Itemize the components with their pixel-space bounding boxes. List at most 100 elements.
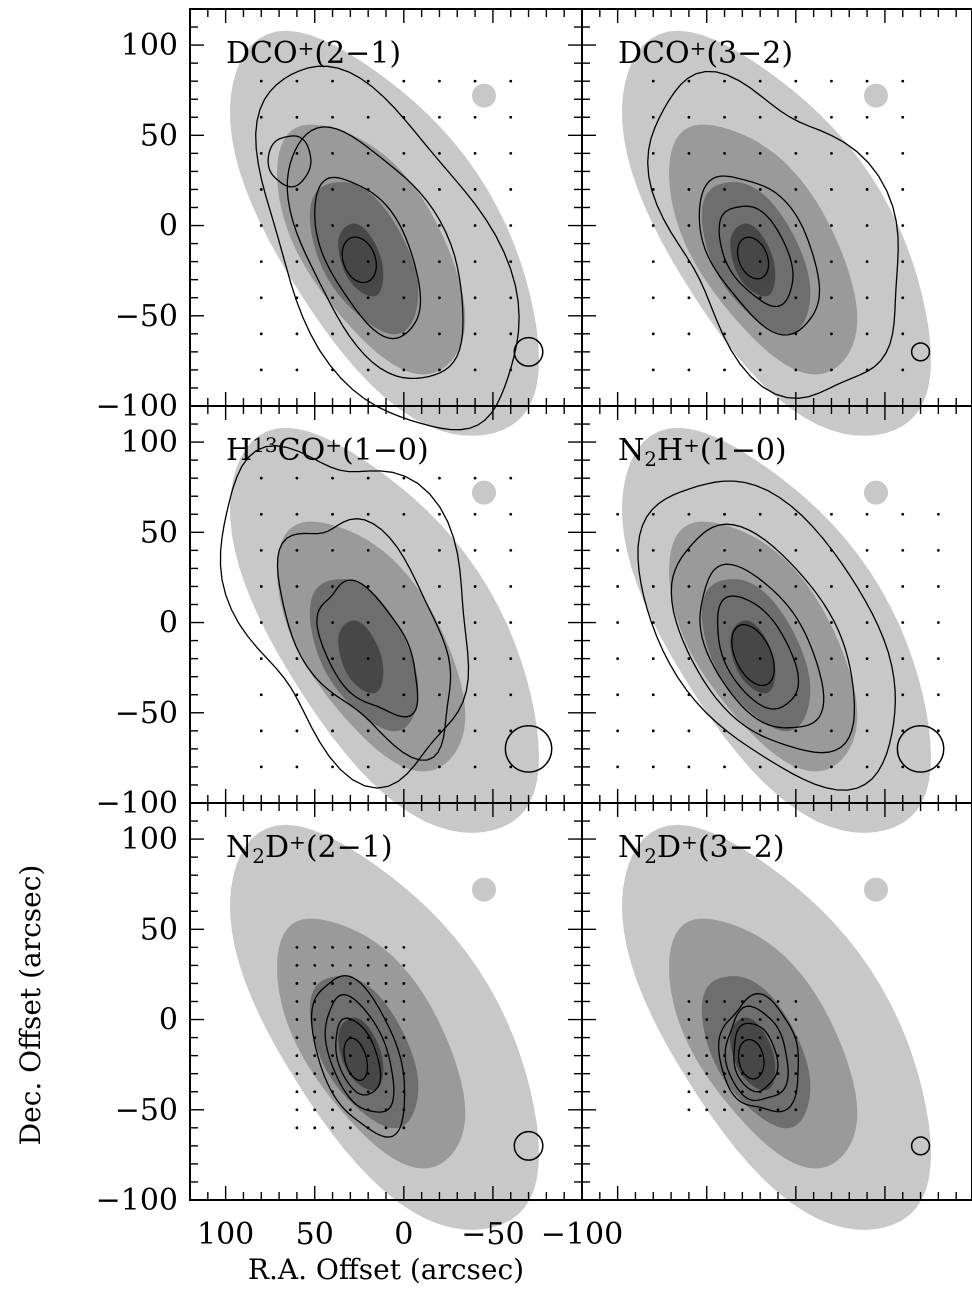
sample-point — [901, 332, 905, 336]
sample-point — [402, 260, 406, 264]
sample-point — [758, 1036, 762, 1039]
sample-point — [687, 1072, 691, 1076]
panel-label-part: + — [325, 433, 342, 457]
sample-point — [295, 1126, 299, 1130]
sample-point — [687, 151, 691, 155]
sample-point — [830, 621, 833, 624]
contour-level-1 — [717, 993, 800, 1113]
sample-point — [901, 368, 905, 372]
sample-point — [651, 151, 655, 155]
sample-point — [313, 1072, 317, 1076]
sample-point — [723, 693, 726, 697]
sample-point — [758, 224, 762, 227]
sample-point — [901, 260, 905, 264]
sample-point — [402, 512, 406, 516]
sample-point — [366, 621, 370, 624]
panel-label-part: (3−2) — [706, 36, 793, 71]
sample-point — [402, 79, 406, 83]
contour-level-1 — [637, 480, 896, 791]
sample-point — [794, 115, 798, 119]
sample-point — [794, 332, 798, 336]
sample-point — [366, 765, 370, 769]
contour-level-5 — [731, 623, 775, 687]
sample-point — [313, 1018, 317, 1021]
sample-point — [331, 1126, 334, 1130]
sample-point — [740, 1000, 744, 1003]
axes-layer: 100500−50−100100500−50−100100500−50−1001… — [96, 8, 972, 1252]
sample-point — [865, 224, 869, 227]
panel-n2d-2-1: N2D+(2−1) — [226, 824, 544, 1230]
sample-point — [331, 964, 334, 967]
panel-label-part: (2−1) — [306, 830, 393, 865]
sample-point — [259, 188, 263, 191]
sample-point — [438, 729, 441, 733]
sample-point — [295, 296, 299, 300]
x-tick-label: 50 — [296, 1217, 334, 1252]
sample-point — [313, 1126, 317, 1130]
sample-point — [295, 151, 299, 155]
sample-point — [776, 1072, 780, 1076]
sample-point — [331, 729, 334, 733]
contour-level-2 — [286, 126, 464, 380]
sample-point — [705, 1108, 709, 1112]
sample-point — [687, 657, 691, 661]
sample-point — [259, 765, 263, 769]
sample-point — [794, 693, 798, 697]
sample-point — [366, 945, 370, 949]
sample-point — [705, 1072, 709, 1076]
sample-point — [348, 964, 352, 967]
sample-point — [723, 296, 726, 300]
sample-point — [438, 657, 441, 661]
sample-point — [331, 621, 334, 624]
sample-point — [438, 621, 441, 624]
sample-point — [865, 693, 869, 697]
sample-point — [509, 512, 513, 516]
sample-point — [794, 151, 798, 155]
sample-point — [331, 151, 334, 155]
sample-point — [758, 1108, 762, 1112]
sample-point — [509, 476, 513, 480]
y-tick-label: 100 — [121, 425, 178, 460]
contour-level-4 — [736, 236, 770, 280]
sample-point — [366, 188, 370, 191]
sample-point — [438, 79, 441, 83]
sample-point — [331, 1072, 334, 1076]
sample-point — [794, 657, 798, 661]
sample-point — [901, 729, 905, 733]
sample-point — [723, 368, 726, 372]
sample-point — [402, 1072, 406, 1076]
sample-point — [723, 1036, 726, 1039]
panel-label-part: 2 — [252, 844, 265, 868]
sample-point — [865, 260, 869, 264]
sample-point — [259, 368, 263, 372]
sample-point — [687, 79, 691, 83]
panel-label-part: H — [657, 433, 683, 468]
sample-point — [616, 657, 620, 661]
sample-point — [438, 765, 441, 769]
sample-point — [438, 476, 441, 480]
panel-label-part: (3−2) — [698, 830, 785, 865]
sample-point — [651, 548, 655, 552]
panel-n2h-1-0: N2H+(1−0) — [616, 427, 945, 833]
sample-point — [794, 1090, 798, 1094]
sample-point — [473, 548, 477, 552]
sample-point — [438, 260, 441, 264]
sample-point — [830, 332, 833, 336]
sample-point — [794, 729, 798, 733]
sample-point — [259, 115, 263, 119]
sample-point — [438, 512, 441, 516]
sample-point — [366, 1018, 370, 1021]
sample-point — [366, 729, 370, 733]
sample-point — [740, 1108, 744, 1112]
sample-point — [313, 1108, 317, 1112]
sample-point — [616, 693, 620, 697]
sample-point — [758, 188, 762, 191]
sample-point — [865, 368, 869, 372]
sample-point — [473, 79, 477, 83]
sample-point — [366, 548, 370, 552]
sample-point — [723, 260, 726, 264]
sample-point — [402, 982, 406, 985]
sample-point — [473, 585, 477, 588]
sample-point — [723, 1000, 726, 1003]
x-axis-label: R.A. Offset (arcsec) — [248, 1253, 524, 1286]
